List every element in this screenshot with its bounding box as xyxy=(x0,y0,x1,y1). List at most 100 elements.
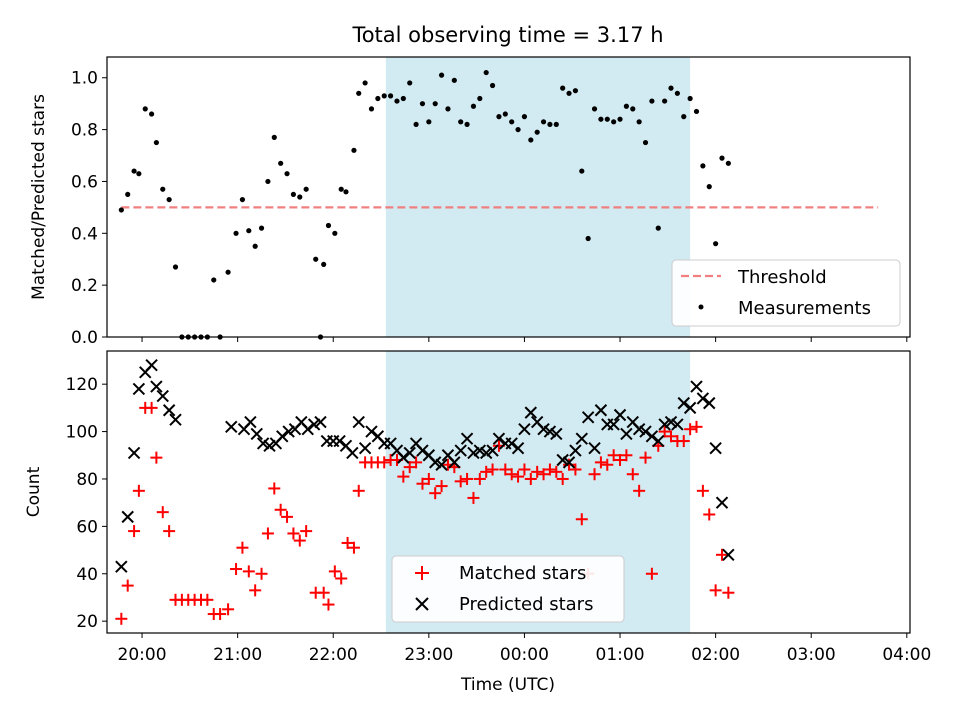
matched-star-point xyxy=(550,465,563,478)
top-panel: 0.0 0.2 0.4 0.6 0.8 1.0 Matched/Predicted sta… xyxy=(29,56,911,348)
predicted-star-point xyxy=(581,411,595,424)
y-tick-label: 0.4 xyxy=(71,224,98,244)
measurement-point xyxy=(239,196,246,203)
matched-star-point xyxy=(397,470,410,483)
measurement-point xyxy=(368,106,375,112)
matched-star-point xyxy=(322,598,335,611)
matched-star-point xyxy=(255,567,268,580)
matched-star-point xyxy=(293,534,306,547)
matched-star-point xyxy=(317,586,330,599)
matched-star-point xyxy=(639,451,652,464)
measurement-point xyxy=(394,98,400,104)
predicted-star-point xyxy=(145,359,158,372)
measurement-point xyxy=(136,171,142,177)
matched-star-point xyxy=(588,468,601,481)
predicted-star-point xyxy=(569,444,582,457)
top-legend-box xyxy=(671,259,901,327)
predicted-star-point xyxy=(671,418,684,431)
measurement-point xyxy=(400,95,406,102)
measurement-point xyxy=(706,184,712,190)
measurement-point xyxy=(458,119,464,125)
predicted-star-point xyxy=(562,456,576,469)
matched-star-point xyxy=(281,510,294,523)
measurement-point xyxy=(687,95,693,102)
matched-star-point xyxy=(658,425,671,438)
matched-star-point xyxy=(684,423,697,436)
predicted-star-point xyxy=(683,401,697,415)
predicted-star-point xyxy=(639,425,652,438)
matched-star-point xyxy=(378,456,391,469)
measurement-point xyxy=(297,194,303,200)
matched-star-point xyxy=(261,527,274,540)
measurement-point xyxy=(225,269,231,275)
matched-star-point xyxy=(620,449,633,462)
predicted-star-point xyxy=(162,404,176,417)
bottom-y-ticks: 20 40 60 80 100 120 xyxy=(66,375,107,632)
matched-star-point xyxy=(115,612,128,625)
measurement-point xyxy=(362,80,368,86)
top-y-axis-label: Matched/Predicted stars xyxy=(29,94,49,300)
predicted-star-point xyxy=(652,434,665,448)
matched-star-point xyxy=(163,525,176,538)
measurement-point xyxy=(515,126,521,133)
matched-star-point xyxy=(601,458,614,471)
top-shaded-span xyxy=(385,57,691,337)
matched-star-point xyxy=(486,463,499,476)
matched-star-point xyxy=(454,475,467,488)
measurement-point xyxy=(642,139,649,146)
matched-star-point xyxy=(645,567,658,580)
matched-star-point xyxy=(274,503,287,516)
bottom-x-ticks: 20:00 21:00 22:00 23:00 00:00 01:00 02:00 03:00… xyxy=(118,633,931,665)
matched-star-point xyxy=(341,536,354,549)
measurement-point xyxy=(284,171,290,177)
matched-star-point xyxy=(145,401,158,414)
measurement-point xyxy=(700,163,706,169)
matched-star-point xyxy=(633,484,646,497)
matched-star-point xyxy=(214,608,227,621)
legend-threshold-label: Threshold xyxy=(737,267,827,288)
matched-star-point xyxy=(467,491,480,504)
predicted-star-point xyxy=(169,413,182,426)
matched-star-point xyxy=(512,470,525,483)
matched-star-point xyxy=(128,525,141,538)
predicted-star-point xyxy=(397,451,410,464)
measurement-point xyxy=(598,116,604,122)
measurement-point xyxy=(719,155,725,161)
bottom-legend: Matched stars Predicted stars xyxy=(391,555,625,623)
measurement-point xyxy=(713,241,719,247)
matched-star-point xyxy=(249,584,262,597)
measurement-point xyxy=(502,111,508,117)
predicted-star-point xyxy=(550,427,563,441)
x-tick-label: 22:00 xyxy=(309,645,358,665)
measurement-point xyxy=(617,116,623,122)
predicted-star-point xyxy=(715,496,729,509)
measurement-point xyxy=(496,114,502,120)
measurement-point xyxy=(432,101,438,107)
matched-star-point xyxy=(543,463,556,476)
predicted-star-point xyxy=(722,548,735,562)
measurement-point xyxy=(572,88,579,94)
measurement-point xyxy=(649,98,655,104)
measurement-point xyxy=(470,103,477,109)
predicted-star-point xyxy=(115,560,128,573)
predicted-star-point xyxy=(352,415,365,429)
measurement-point xyxy=(381,93,387,99)
predicted-star-point xyxy=(492,432,506,445)
matched-star-point xyxy=(287,527,300,540)
matched-star-point xyxy=(403,461,416,474)
matched-star-point xyxy=(480,465,493,478)
measurement-point xyxy=(271,134,277,140)
matched-star-point xyxy=(461,472,474,485)
x-tick-label: 02:00 xyxy=(691,645,740,665)
x-tick-label: 00:00 xyxy=(500,645,549,665)
measurement-point xyxy=(540,119,547,125)
measurement-point xyxy=(125,191,131,198)
measurement-point xyxy=(636,119,642,125)
bottom-y-axis-label: Count xyxy=(24,466,44,517)
y-tick-label: 1.0 xyxy=(71,69,98,89)
x-tick-label: 21:00 xyxy=(213,645,262,665)
measurement-point xyxy=(560,85,566,91)
legend-measurements-label: Measurements xyxy=(738,298,871,319)
matched-star-point xyxy=(703,508,716,521)
